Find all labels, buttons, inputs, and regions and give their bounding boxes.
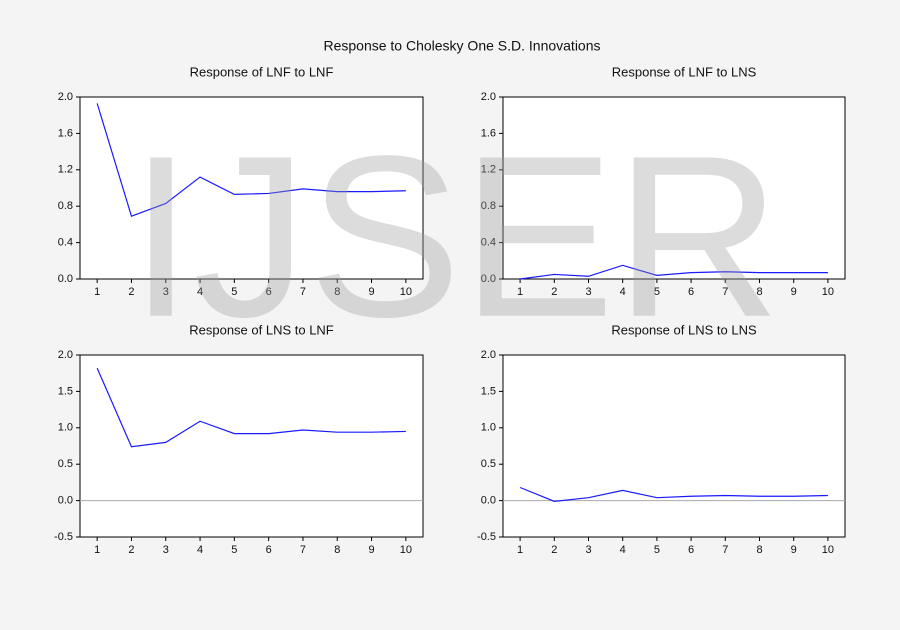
response-line (96, 367, 406, 448)
plot-area (79, 96, 424, 280)
x-tick-label: 10 (822, 544, 834, 556)
y-tick-label: 1.5 (481, 385, 496, 397)
x-tick-label: 4 (197, 544, 203, 556)
y-tick-label: 1.0 (58, 422, 73, 434)
y-tick-label: 0.0 (481, 495, 496, 507)
x-tick-label: 4 (197, 286, 203, 298)
plot-area (502, 354, 846, 538)
x-tick-label: 7 (722, 544, 728, 556)
figure-title: Response to Cholesky One S.D. Innovation… (323, 38, 600, 54)
x-tick-label: 1 (94, 544, 100, 556)
y-tick-label: 1.2 (58, 164, 73, 176)
x-tick-label: 2 (128, 544, 134, 556)
watermark: IJSER (129, 108, 781, 365)
y-tick-label: 2.0 (58, 349, 73, 361)
x-tick-label: 4 (620, 286, 626, 298)
x-tick-label: 3 (585, 286, 591, 298)
response-line (96, 103, 406, 217)
y-tick-label: 1.6 (481, 127, 496, 139)
x-tick-label: 9 (791, 286, 797, 298)
x-tick-label: 3 (163, 286, 169, 298)
x-tick-label: 9 (368, 286, 374, 298)
x-tick-label: 1 (517, 286, 523, 298)
x-tick-label: 7 (300, 286, 306, 298)
y-tick-label: 0.8 (481, 200, 496, 212)
y-tick-label: 0.5 (58, 458, 73, 470)
x-tick-label: 3 (585, 544, 591, 556)
x-tick-label: 5 (231, 544, 237, 556)
panel-title: Response of LNS to LNS (611, 322, 757, 337)
y-tick-label: 1.6 (58, 127, 73, 139)
x-tick-label: 8 (334, 544, 340, 556)
response-line (520, 264, 828, 280)
x-tick-label: 3 (163, 544, 169, 556)
y-tick-label: 0.5 (481, 458, 496, 470)
x-tick-label: 1 (94, 286, 100, 298)
y-tick-label: -0.5 (477, 531, 496, 543)
y-tick-label: 1.0 (481, 422, 496, 434)
x-tick-label: 5 (654, 544, 660, 556)
x-tick-label: 6 (266, 544, 272, 556)
x-tick-label: 9 (368, 544, 374, 556)
x-tick-label: 7 (300, 544, 306, 556)
x-tick-label: 5 (654, 286, 660, 298)
y-tick-label: 0.8 (58, 200, 73, 212)
y-tick-label: 0.0 (481, 273, 496, 285)
y-tick-label: 1.5 (58, 385, 73, 397)
x-tick-label: 2 (128, 286, 134, 298)
y-tick-label: 2.0 (58, 91, 73, 103)
x-tick-label: 2 (551, 544, 557, 556)
x-tick-label: 9 (791, 544, 797, 556)
x-tick-label: 8 (756, 286, 762, 298)
x-tick-label: 8 (334, 286, 340, 298)
y-tick-label: 0.0 (58, 495, 73, 507)
x-tick-label: 2 (551, 286, 557, 298)
x-tick-label: 6 (688, 286, 694, 298)
y-tick-label: 2.0 (481, 349, 496, 361)
x-tick-label: 1 (517, 544, 523, 556)
y-tick-label: 1.2 (481, 164, 496, 176)
y-tick-label: 0.4 (481, 237, 496, 249)
x-tick-label: 10 (822, 286, 834, 298)
y-tick-label: 0.4 (58, 237, 73, 249)
x-tick-label: 8 (756, 544, 762, 556)
y-tick-label: -0.5 (54, 531, 73, 543)
x-tick-label: 6 (266, 286, 272, 298)
plot-area (502, 96, 846, 280)
y-tick-label: 2.0 (481, 91, 496, 103)
panel-title: Response of LNS to LNF (189, 322, 334, 337)
panel-title: Response of LNF to LNF (190, 64, 334, 79)
x-tick-label: 4 (620, 544, 626, 556)
response-line (519, 486, 828, 502)
x-tick-label: 6 (688, 544, 694, 556)
x-tick-label: 10 (400, 544, 412, 556)
x-tick-label: 5 (231, 286, 237, 298)
x-tick-label: 10 (400, 286, 412, 298)
y-tick-label: 0.0 (58, 273, 73, 285)
panel-title: Response of LNF to LNS (612, 64, 757, 79)
x-tick-label: 7 (722, 286, 728, 298)
